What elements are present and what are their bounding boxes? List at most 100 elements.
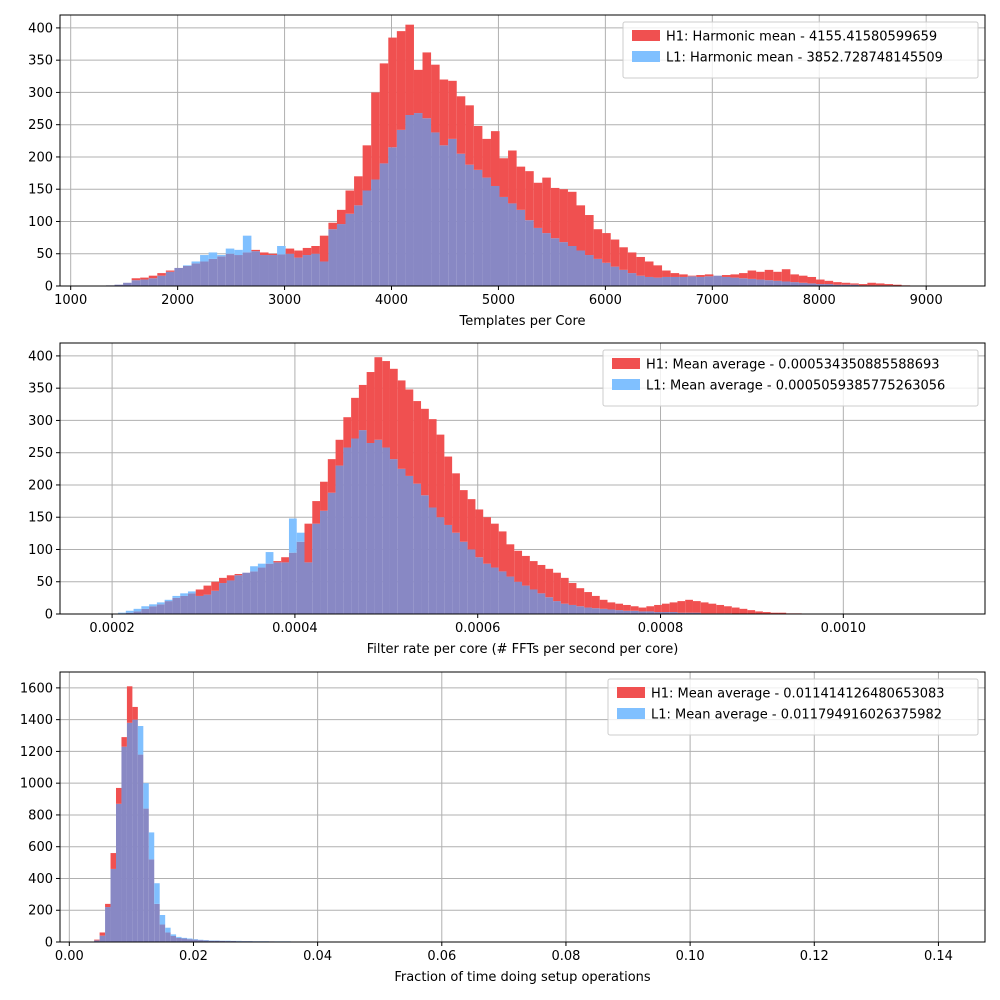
histogram-bar-h1	[584, 592, 592, 608]
histogram-bar-h1	[268, 253, 278, 256]
histogram-bar-h1	[490, 523, 499, 568]
histogram-bar-overlap	[234, 255, 243, 286]
histogram-bar-overlap	[110, 868, 116, 942]
histogram-bar-overlap	[336, 224, 346, 286]
histogram-bar-overlap	[584, 607, 592, 614]
histogram-bar-overlap	[345, 213, 355, 286]
histogram-bar-overlap	[251, 251, 260, 286]
histogram-bar-overlap	[165, 271, 175, 286]
y-tick-label: 0	[45, 936, 53, 951]
histogram-bar-h1	[816, 279, 825, 285]
histogram-bar-overlap	[302, 255, 312, 286]
x-tick-label: 0.0010	[821, 621, 867, 636]
histogram-bar-overlap	[506, 576, 515, 614]
x-tick-label: 9000	[910, 293, 943, 308]
histogram-bar-overlap	[195, 595, 204, 614]
histogram-bar-overlap	[514, 581, 523, 614]
histogram-bar-overlap	[747, 278, 757, 286]
y-tick-label: 200	[28, 904, 53, 919]
histogram-bars	[105, 24, 911, 286]
histogram-bar-overlap	[630, 610, 639, 614]
x-tick-label: 0.0006	[455, 621, 501, 636]
x-tick-label: 0.06	[427, 949, 456, 964]
histogram-bar-h1	[99, 932, 106, 936]
histogram-bar-h1	[132, 706, 138, 720]
histogram-bar-l1	[296, 532, 305, 542]
histogram-bar-h1	[677, 601, 686, 613]
histogram-bar-h1	[721, 275, 731, 277]
histogram-bar-overlap	[141, 608, 150, 614]
histogram-bar-overlap	[343, 447, 352, 614]
histogram-bar-h1	[506, 544, 515, 577]
x-axis-label: Fraction of time doing setup operations	[394, 970, 651, 985]
x-tick-label: 0.08	[551, 949, 580, 964]
histogram-bar-l1	[159, 915, 166, 925]
histogram-bar-overlap	[219, 940, 226, 942]
histogram-bar-h1	[413, 69, 423, 114]
histogram-bar-overlap	[553, 601, 561, 614]
histogram-bar-h1	[115, 787, 122, 804]
histogram-bar-h1	[542, 177, 551, 234]
histogram-bar-h1	[514, 550, 523, 582]
histogram-bar-h1	[627, 252, 637, 274]
histogram-bar-overlap	[638, 611, 647, 614]
histogram-bar-overlap	[354, 205, 363, 286]
histogram-bar-overlap	[358, 430, 367, 614]
y-tick-label: 300	[28, 414, 53, 429]
x-axis-label: Filter rate per core (# FFTs per second …	[367, 642, 679, 657]
histogram-bar-h1	[490, 131, 500, 186]
histogram-bar-overlap	[591, 608, 600, 614]
histogram-bar-h1	[351, 397, 359, 439]
histogram-bar-h1	[294, 250, 303, 258]
histogram-bar-l1	[137, 726, 144, 755]
y-tick-label: 250	[28, 446, 53, 461]
legend-label-l1: L1: Mean average - 0.0005059385775263056	[646, 379, 945, 394]
histogram-bar-overlap	[182, 265, 192, 286]
histogram-bar-overlap	[388, 147, 397, 286]
histogram-bar-h1	[465, 105, 474, 165]
histogram-bar-overlap	[226, 580, 235, 614]
histogram-bar-overlap	[366, 443, 375, 614]
histogram-bar-overlap	[661, 612, 670, 614]
histogram-bar-l1	[170, 934, 177, 936]
legend-label-l1: L1: Mean average - 0.011794916026375982	[651, 708, 942, 723]
histogram-bar-h1	[824, 280, 834, 285]
y-tick-label: 150	[28, 183, 53, 198]
histogram-bar-overlap	[756, 279, 765, 286]
histogram-bar-overlap	[382, 447, 390, 614]
histogram-bar-overlap	[444, 524, 453, 614]
histogram-bar-overlap	[685, 612, 693, 614]
histogram-bar-overlap	[133, 611, 142, 614]
histogram-bar-h1	[529, 561, 538, 590]
histogram-bar-h1	[273, 561, 282, 563]
x-tick-label: 0.0004	[272, 621, 318, 636]
x-tick-label: 0.14	[924, 949, 953, 964]
histogram-bar-h1	[730, 274, 740, 278]
histogram-bar-l1	[250, 566, 258, 572]
histogram-bar-h1	[893, 284, 902, 286]
histogram-bar-overlap	[181, 938, 188, 942]
x-tick-label: 4000	[375, 293, 408, 308]
legend-label-h1: H1: Mean average - 0.011414126480653083	[651, 687, 945, 702]
histogram-bar-l1	[164, 599, 173, 602]
histogram-bar-overlap	[257, 567, 266, 614]
histogram-bar-h1	[148, 275, 158, 279]
histogram-bar-overlap	[439, 145, 449, 286]
histogram-bar-overlap	[214, 940, 220, 942]
histogram-bar-h1	[366, 372, 375, 444]
histogram-bar-l1	[265, 552, 274, 564]
legend-label-h1: H1: Harmonic mean - 4155.41580599659	[666, 30, 937, 45]
histogram-bar-h1	[157, 273, 166, 276]
histogram-bar-l1	[234, 249, 243, 256]
histogram-bar-overlap	[203, 940, 209, 942]
histogram-bar-overlap	[516, 209, 526, 286]
histogram-bar-overlap	[131, 280, 141, 286]
histogram-bar-h1	[619, 247, 628, 270]
legend-label-h1: H1: Mean average - 0.000534350885588693	[646, 358, 940, 373]
histogram-bar-overlap	[157, 275, 166, 286]
histogram-bar-h1	[679, 274, 688, 277]
histogram-bar-l1	[176, 936, 182, 938]
histogram-bar-overlap	[550, 238, 560, 286]
histogram-bar-overlap	[94, 940, 100, 942]
histogram-bar-h1	[553, 572, 561, 602]
